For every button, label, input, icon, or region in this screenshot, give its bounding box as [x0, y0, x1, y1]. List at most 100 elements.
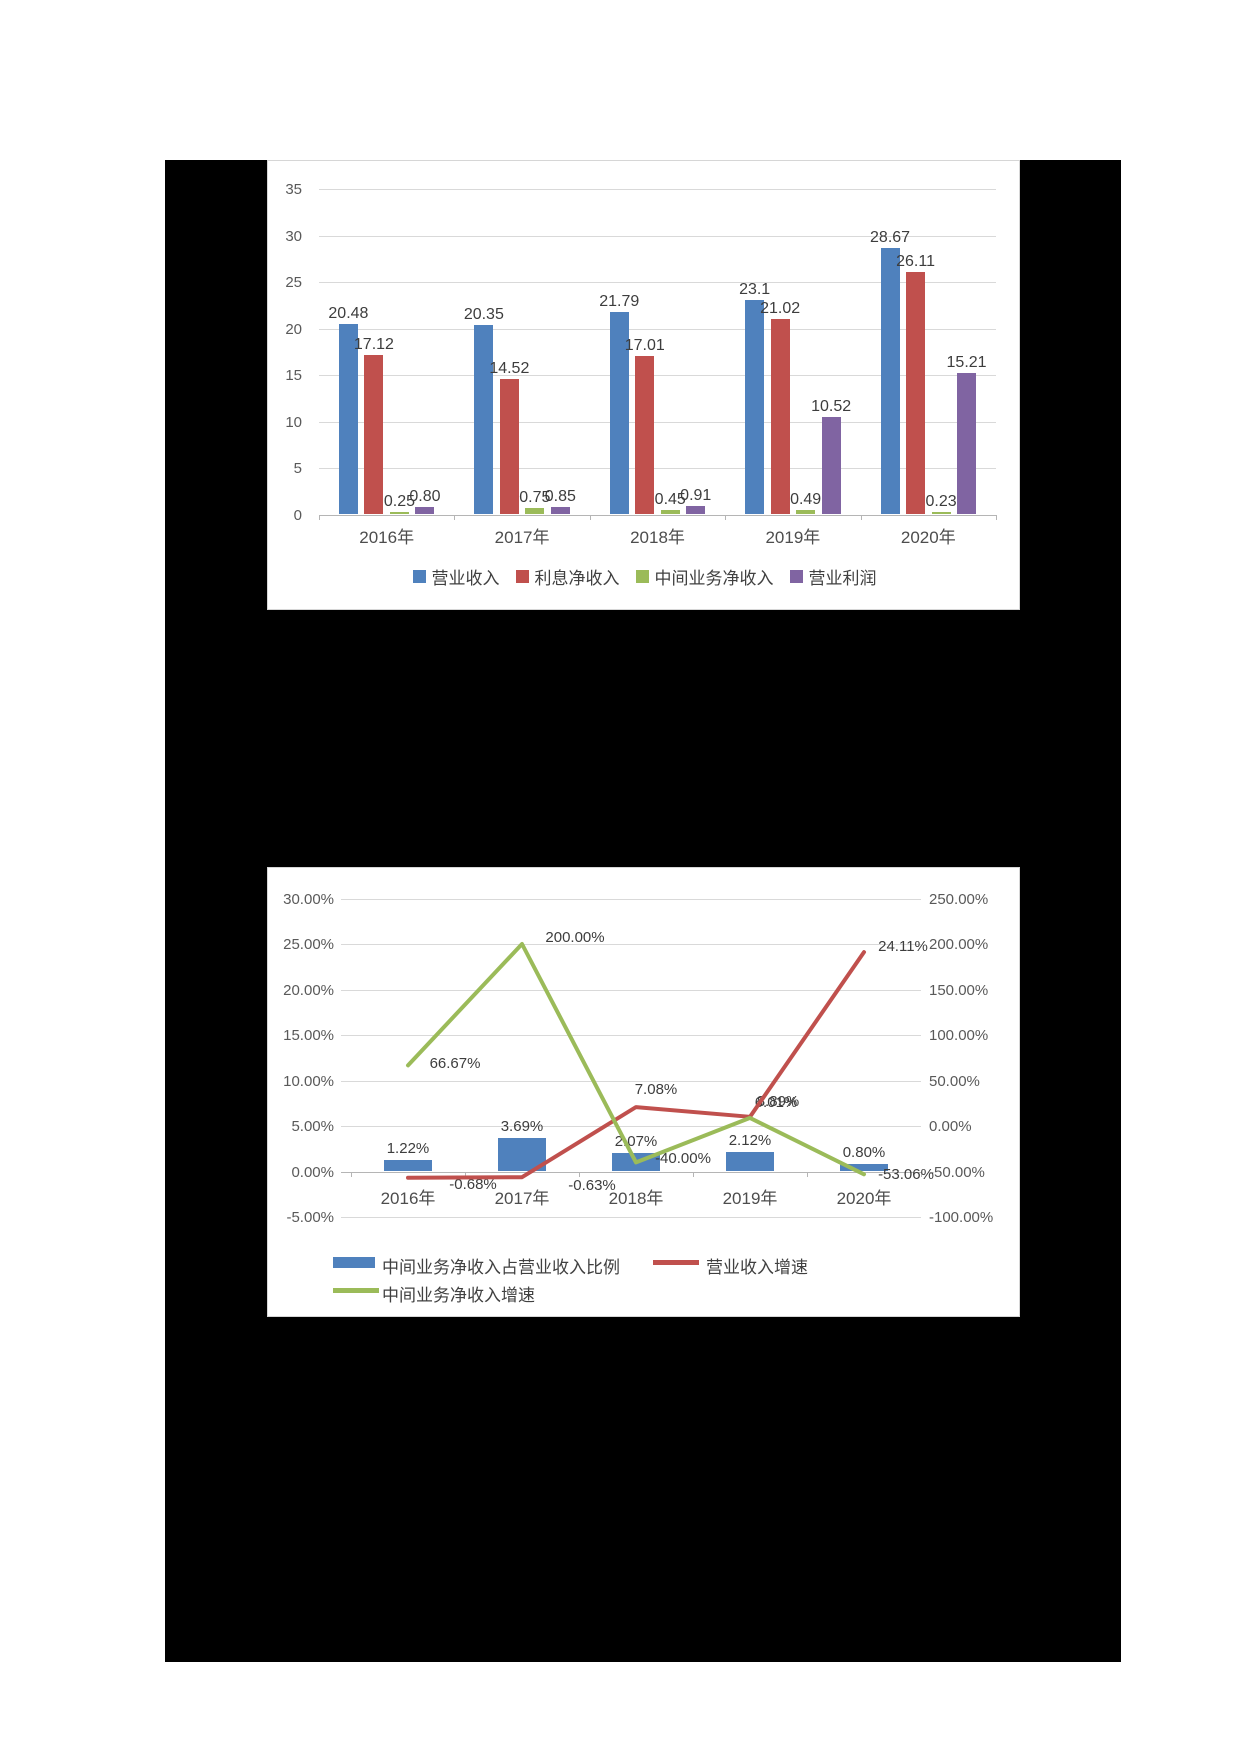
- left-axis-tick-label: 30.00%: [283, 890, 334, 908]
- gridline: [341, 1217, 921, 1218]
- combo-chart-panel: 30.00% 250.00% 25.00% 200.00% 20.00% 150.00% 1…: [267, 867, 1020, 1317]
- line-value-label: -40.00%: [655, 1150, 711, 1168]
- legend-swatch: [412, 570, 426, 583]
- left-axis-tick-label: 15.00%: [283, 1027, 334, 1044]
- bar-value-label: 20.35: [463, 306, 504, 324]
- y-axis-tick-label: 0: [293, 506, 302, 524]
- line-value-label: 66.67%: [429, 1055, 481, 1073]
- y-axis-tick-label: 25: [285, 274, 302, 291]
- bar-value-label: 2.12%: [728, 1132, 772, 1150]
- y-axis-tick-label: 5: [293, 460, 302, 477]
- x-axis-category-label: 2017年: [494, 528, 550, 547]
- gridline: [341, 1035, 921, 1036]
- gridline: [319, 421, 996, 423]
- gridline: [319, 235, 996, 237]
- bar-value-label: 23.1: [739, 280, 771, 298]
- line-value-label: -53.06%: [878, 1166, 934, 1184]
- bar-利息净收入: [770, 319, 790, 515]
- legend-swatch-line: [653, 1260, 699, 1265]
- x-axis-category-label: 2016年: [359, 528, 415, 547]
- bar-value-label: 28.67: [870, 228, 911, 246]
- left-axis-tick-label: 25.00%: [283, 936, 334, 953]
- gridline: [319, 189, 996, 190]
- bar-营业利润: [415, 507, 435, 515]
- bar-value-label: 15.21: [946, 354, 987, 372]
- bar-value-label: 1.22%: [386, 1140, 430, 1158]
- bar-中间业务净收入: [796, 509, 816, 515]
- x-axis-line: [341, 1171, 921, 1173]
- bar-value-label: 3.69%: [500, 1117, 544, 1135]
- right-axis-tick-label: -50.00%: [929, 1163, 985, 1181]
- bar-value-label: 26.11: [896, 252, 935, 270]
- right-axis-tick-label: -100.00%: [929, 1209, 994, 1226]
- x-axis-category-label: 2020年: [836, 1189, 892, 1208]
- y-axis-tick-label: 30: [285, 227, 302, 245]
- gridline: [341, 989, 921, 991]
- legend-label: 营业利润: [808, 569, 877, 588]
- right-axis-tick-label: 200.00%: [929, 936, 989, 953]
- legend-swatch: [635, 570, 649, 583]
- bar-营业收入: [880, 247, 900, 515]
- bar-value-label: 0.45: [654, 491, 686, 509]
- legend: 营业收入 利息净收入 中间业务净收入 营业利润: [268, 564, 1021, 589]
- bar-value-label: 17.12: [353, 336, 394, 354]
- x-axis-tick: [725, 514, 727, 520]
- bar-value-label: 17.01: [624, 337, 665, 355]
- left-axis-tick-label: 10.00%: [283, 1072, 334, 1090]
- x-axis-tick: [860, 514, 862, 520]
- right-axis-tick-label: 100.00%: [929, 1027, 989, 1044]
- bar-中间业务净收入占营业收入比例: [384, 1160, 432, 1172]
- bar-营业利润: [821, 416, 841, 515]
- bar-value-label: 0.75: [519, 488, 551, 506]
- bar-利息净收入: [635, 356, 655, 515]
- gridline: [319, 282, 996, 283]
- bar-中间业务净收入: [389, 512, 409, 515]
- x-axis-tick: [807, 1171, 808, 1177]
- x-axis-tick: [319, 514, 320, 520]
- bar-营业利润: [957, 373, 977, 515]
- legend-item-利息净收入: 利息净收入: [515, 564, 620, 589]
- y-axis-tick-label: 35: [285, 181, 302, 198]
- bar-中间业务净收入: [931, 512, 951, 515]
- bar-value-label: 0.25: [383, 493, 415, 511]
- legend-swatch-line: [333, 1288, 379, 1293]
- legend-label: 中间业务净收入增速: [382, 1286, 535, 1305]
- left-axis-tick-label: 0.00%: [291, 1163, 334, 1181]
- x-axis-tick: [454, 514, 456, 520]
- x-axis-category-label: 2020年: [900, 528, 956, 547]
- bar-value-label: 0.49: [790, 490, 822, 508]
- bar-营业收入: [474, 325, 494, 515]
- bar-value-label: 0.91: [680, 487, 712, 505]
- right-axis-tick-label: 50.00%: [929, 1072, 980, 1090]
- x-axis-category-label: 2019年: [722, 1189, 778, 1208]
- bar-value-label: 21.02: [760, 300, 801, 317]
- line-中间业务净收入增速: [406, 942, 866, 1177]
- bar-value-label: 14.52: [489, 360, 530, 378]
- x-axis-category-label: 2018年: [630, 528, 685, 547]
- legend-label: 营业收入: [431, 569, 500, 588]
- legend-label: 中间业务净收入: [654, 569, 774, 588]
- legend-label: 中间业务净收入占营业收入比例: [382, 1258, 620, 1277]
- legend-item-营业收入: 营业收入: [412, 564, 500, 589]
- line-value-label: -0.68%: [449, 1175, 497, 1193]
- bar-利息净收入: [906, 271, 926, 515]
- line-营业收入增速: [406, 950, 866, 1180]
- right-axis-tick-label: 150.00%: [929, 981, 989, 999]
- bar-value-label: 0.80%: [842, 1144, 886, 1162]
- x-axis-tick: [693, 1171, 694, 1177]
- gridline: [341, 944, 921, 945]
- line-series-layer: [406, 942, 866, 1180]
- gridline: [319, 468, 996, 469]
- bar-营业利润: [550, 506, 570, 515]
- bar-利息净收入: [499, 379, 519, 515]
- bar-营业利润: [686, 506, 706, 515]
- legend-label: 营业收入增速: [706, 1258, 808, 1277]
- right-axis-tick-label: 250.00%: [929, 890, 989, 908]
- line-value-label: 200.00%: [545, 929, 605, 946]
- x-axis-category-label: 2017年: [494, 1189, 550, 1208]
- legend-swatch: [515, 570, 529, 583]
- bar-利息净收入: [364, 355, 384, 515]
- y-axis-tick-label: 20: [285, 320, 302, 338]
- line-value-label: 8.89%: [756, 1092, 800, 1110]
- right-axis-tick-label: 0.00%: [929, 1118, 972, 1135]
